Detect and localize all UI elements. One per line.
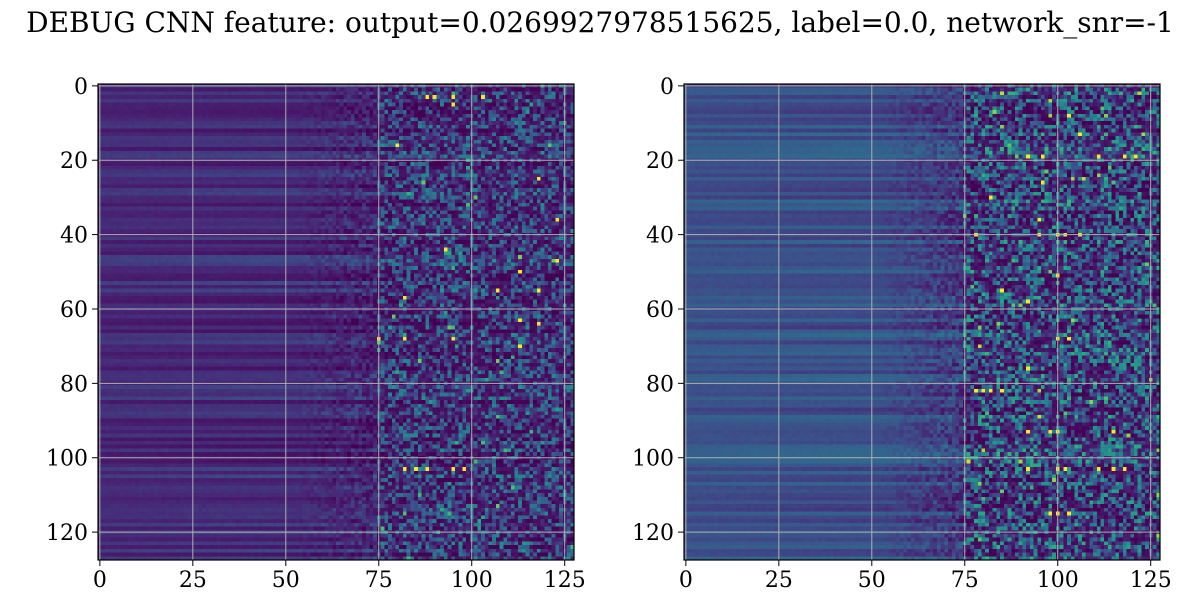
y-tick-label: 20 xyxy=(60,149,88,174)
y-tick-label: 40 xyxy=(60,224,88,249)
figure-title: DEBUG CNN feature: output=0.026992797851… xyxy=(26,6,1174,39)
x-tick-label: 50 xyxy=(272,568,300,593)
axes-frame xyxy=(97,83,575,561)
heatmap-panel-left: 0 25 50 75 100 125 0 20 40 60 80 100 120 xyxy=(46,75,586,593)
y-tick-label: 120 xyxy=(632,521,674,546)
x-tick-label: 25 xyxy=(765,568,793,593)
y-tick-label: 60 xyxy=(646,298,674,323)
y-tick-label: 20 xyxy=(646,149,674,174)
heatmap-panel-right: 0 25 50 75 100 125 0 20 40 60 80 100 120 xyxy=(632,75,1172,593)
x-tick-label: 75 xyxy=(365,568,393,593)
x-tick-label: 0 xyxy=(93,568,107,593)
x-tick-label: 125 xyxy=(1130,568,1172,593)
x-tick-label: 125 xyxy=(544,568,586,593)
y-tick-label: 80 xyxy=(646,372,674,397)
axes-frame xyxy=(683,83,1161,561)
y-tick-label: 0 xyxy=(74,75,88,100)
y-tick-label: 100 xyxy=(632,447,674,472)
y-tick-label: 120 xyxy=(46,521,88,546)
x-tick-label: 50 xyxy=(858,568,886,593)
heatmap-image-right xyxy=(684,84,1160,560)
heatmap-image-left xyxy=(98,84,574,560)
x-tick-label: 0 xyxy=(679,568,693,593)
x-tick-label: 75 xyxy=(951,568,979,593)
y-tick-label: 80 xyxy=(60,372,88,397)
x-tick-label: 100 xyxy=(1037,568,1079,593)
y-tick-label: 0 xyxy=(660,75,674,100)
y-tick-label: 60 xyxy=(60,298,88,323)
x-tick-label: 100 xyxy=(451,568,493,593)
y-tick-label: 100 xyxy=(46,447,88,472)
x-tick-label: 25 xyxy=(179,568,207,593)
y-tick-label: 40 xyxy=(646,224,674,249)
